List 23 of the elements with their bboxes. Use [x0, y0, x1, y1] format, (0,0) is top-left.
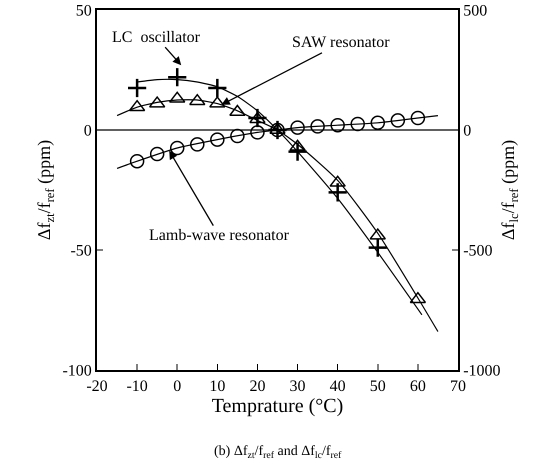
y2-tick-label: -1000: [463, 362, 501, 380]
x-tick-label: 40: [330, 378, 346, 396]
x-tick-label: 10: [209, 378, 226, 396]
y-tick-label: 50: [76, 2, 92, 20]
x-tick-label: -20: [86, 378, 108, 396]
y2-tick-label: -500: [463, 242, 493, 260]
y-tick-label: -100: [62, 362, 92, 380]
annotation: LC oscillator: [112, 29, 201, 46]
annotation: SAW resonator: [292, 34, 390, 51]
y-tick-label: 0: [84, 122, 92, 140]
annotation: Lamb-wave resonator: [149, 227, 290, 244]
x-tick-label: 50: [370, 378, 386, 396]
x-tick-label: 60: [410, 378, 426, 396]
y2-tick-label: 0: [463, 122, 472, 140]
x-tick-label: 20: [249, 378, 266, 396]
x-tick-label: 70: [450, 378, 466, 396]
y2-tick-label: 500: [463, 2, 488, 20]
y-tick-label: -50: [70, 242, 92, 260]
x-tick-label: 30: [290, 378, 306, 396]
x-axis-title: Temprature (°C): [212, 395, 344, 418]
x-tick-label: -10: [126, 378, 148, 396]
x-tick-label: 0: [173, 378, 182, 396]
text: (b) Δf$_{zt}$/f$_{ref}$ and Δf$_{lc}$/f$_{ref}$: [214, 444, 342, 459]
